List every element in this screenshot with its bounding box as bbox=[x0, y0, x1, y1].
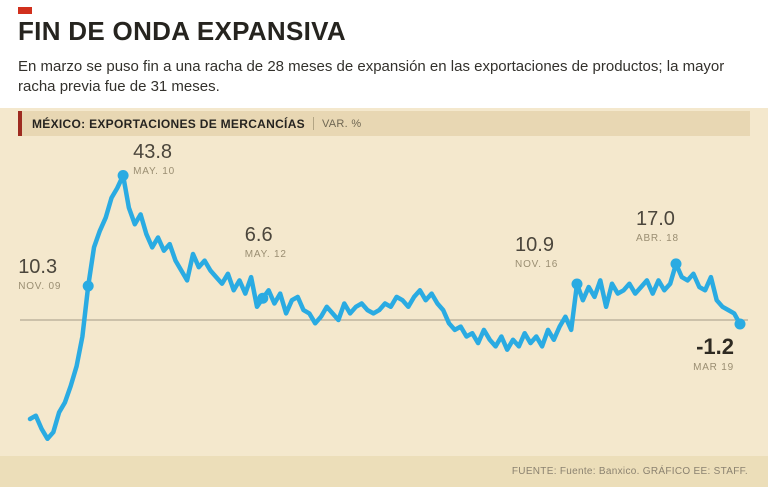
data-point-marker bbox=[117, 170, 129, 181]
data-point-marker bbox=[82, 280, 94, 292]
annotation-value: 6.6 bbox=[244, 224, 273, 247]
footer-band: FUENTE: Fuente: Banxico. GRÁFICO EE: STA… bbox=[0, 456, 768, 487]
divider bbox=[312, 117, 314, 130]
annotation-date: ABR. 18 bbox=[635, 232, 679, 244]
page-title: FIN DE ONDA EXPANSIVA bbox=[18, 16, 346, 46]
chart-unit-label: VAR. % bbox=[321, 117, 362, 130]
chart-annotation: 17.0 ABR. 18 bbox=[636, 208, 679, 244]
chart-annotation: -1.2 MAR 19 bbox=[674, 334, 734, 373]
annotation-date: NOV. 09 bbox=[18, 281, 62, 292]
exports-line-series bbox=[27, 173, 743, 442]
annotation-value: 10.3 bbox=[18, 256, 58, 278]
chart-header-bar: MÉXICO: EXPORTACIONES DE MERCANCÍAS VAR.… bbox=[18, 111, 750, 136]
chart-annotation: 10.9 NOV. 16 bbox=[515, 234, 558, 270]
accent-bar bbox=[18, 111, 22, 136]
chart-title: MÉXICO: EXPORTACIONES DE MERCANCÍAS bbox=[32, 116, 305, 131]
annotation-date: MAY. 10 bbox=[133, 166, 176, 178]
brand-mark bbox=[18, 7, 32, 14]
annotation-date: NOV. 16 bbox=[515, 259, 559, 271]
annotation-date: MAR 19 bbox=[693, 361, 734, 373]
annotation-value: -1.2 bbox=[696, 333, 734, 359]
chart-annotation: 10.3 NOV. 09 bbox=[18, 256, 61, 292]
annotation-date: MAY. 12 bbox=[244, 249, 287, 261]
annotation-value: 17.0 bbox=[635, 207, 675, 230]
data-point-marker bbox=[257, 292, 269, 304]
annotation-value: 43.8 bbox=[133, 141, 173, 164]
subtitle: En marzo se puso fin a una racha de 28 m… bbox=[18, 58, 725, 96]
data-point-marker bbox=[734, 318, 746, 330]
source-credit: FUENTE: Fuente: Banxico. GRÁFICO EE: STA… bbox=[511, 466, 748, 477]
data-point-marker bbox=[571, 278, 583, 290]
data-point-marker bbox=[670, 258, 682, 270]
annotation-value: 10.9 bbox=[515, 234, 554, 257]
chart-annotation: 43.8 MAY. 10 bbox=[133, 141, 175, 177]
title-band bbox=[0, 0, 768, 108]
chart-annotation: 6.6 MAY. 12 bbox=[245, 224, 287, 260]
